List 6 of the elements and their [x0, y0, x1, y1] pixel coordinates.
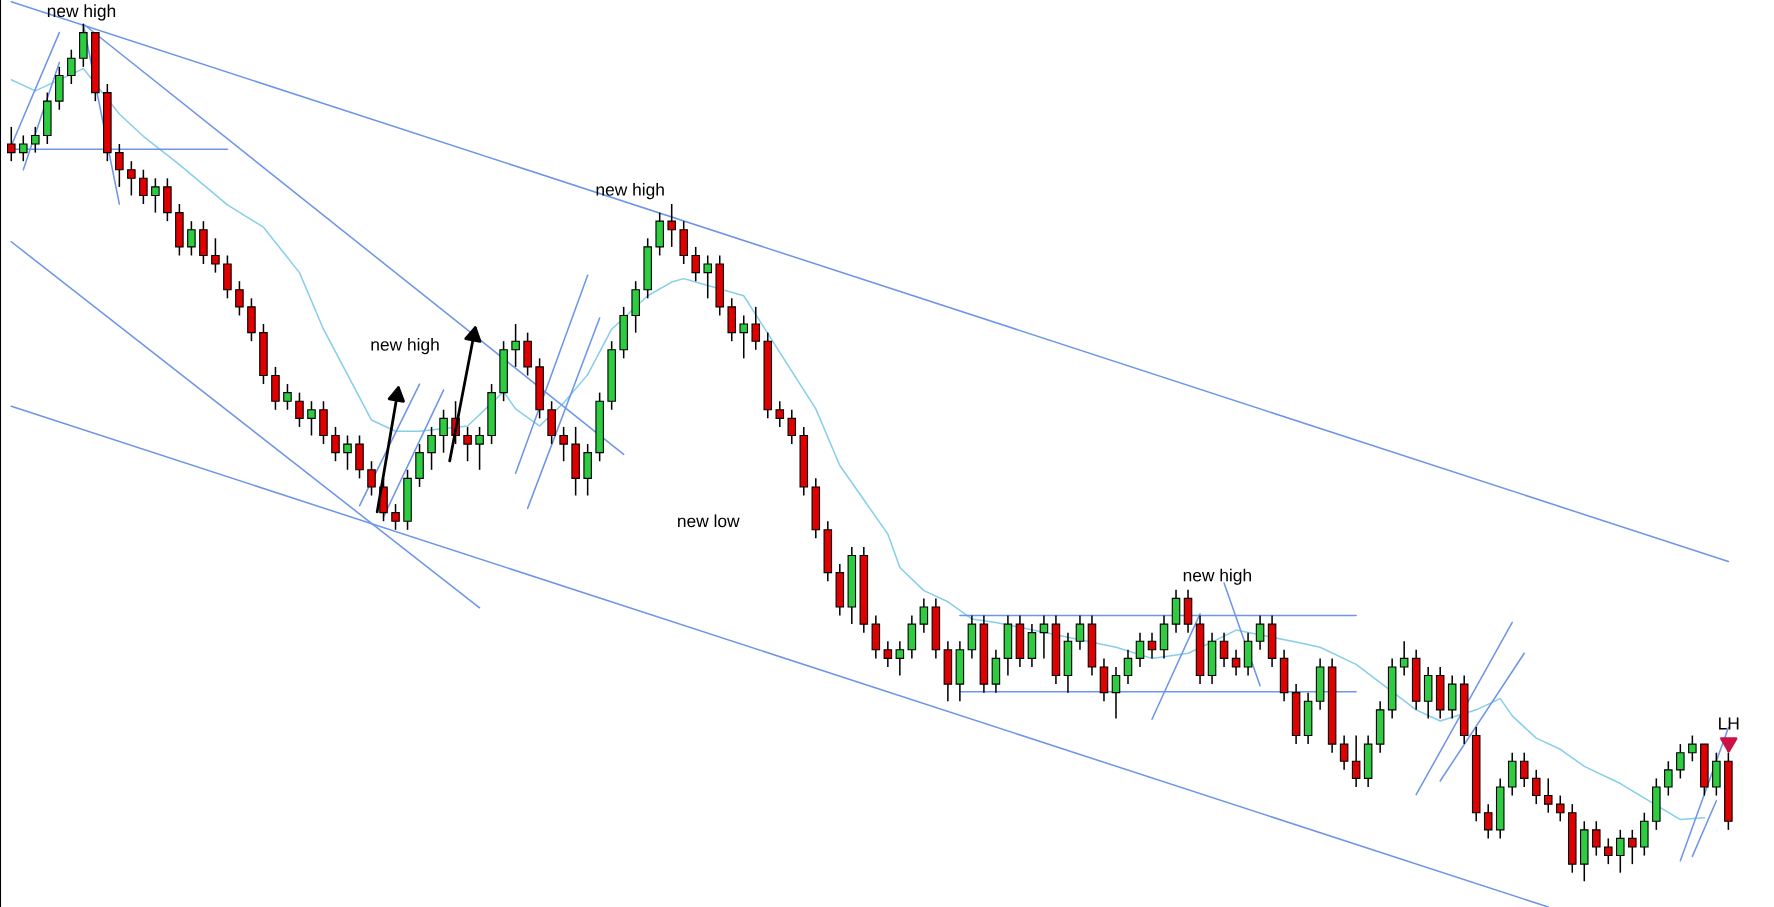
annotation: new high — [596, 183, 664, 200]
annotation: new low — [678, 514, 740, 528]
text: new high — [47, 4, 116, 21]
annotation: new high — [371, 337, 439, 355]
annotation: LH — [1719, 717, 1739, 730]
annotation: new high — [1183, 568, 1251, 585]
